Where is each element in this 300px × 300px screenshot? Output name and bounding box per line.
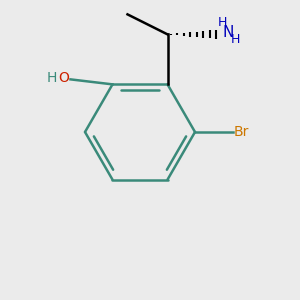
Text: O: O [58,71,70,85]
Text: N: N [223,25,234,40]
Text: H: H [231,33,240,46]
Text: Br: Br [234,125,249,139]
Text: H: H [218,16,227,29]
Text: H: H [46,71,56,85]
